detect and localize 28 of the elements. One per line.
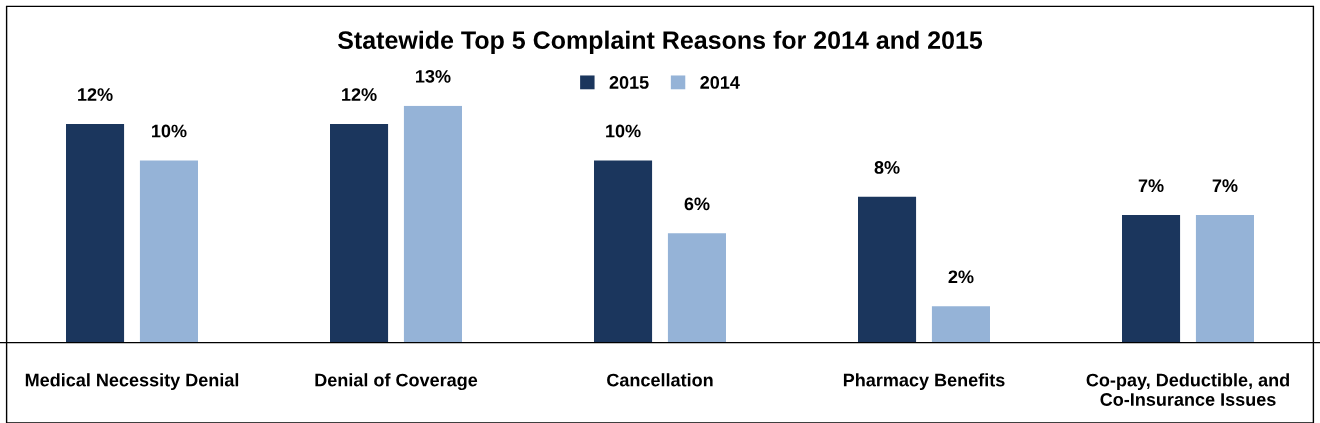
data-label: 12%	[342, 88, 377, 101]
bar	[1122, 215, 1181, 343]
legend-label: 2015	[609, 76, 649, 89]
data-label: 6%	[684, 197, 710, 211]
bar	[139, 160, 198, 343]
bar	[594, 160, 653, 343]
bar	[66, 123, 125, 343]
data-label: 2%	[948, 270, 974, 284]
data-label: 10%	[606, 124, 641, 138]
x-tick-label: Cancellation	[607, 373, 713, 387]
x-tick-label: Medical Necessity Denial	[25, 373, 239, 391]
data-label: 8%	[874, 161, 900, 174]
data-label: 13%	[416, 69, 451, 83]
bar	[403, 105, 462, 343]
bar	[667, 233, 726, 343]
data-label: 12%	[78, 88, 113, 101]
x-tick-label: Co-pay, Deductible, and Co-Insurance Issues	[1086, 373, 1289, 406]
bar	[330, 123, 389, 343]
chart-title: Statewide Top 5 Complaint Reasons for 2014 and 2015	[337, 30, 983, 54]
bar	[858, 196, 917, 343]
legend-label: 2014	[700, 76, 740, 89]
data-label: 7%	[1138, 179, 1164, 193]
data-label: 10%	[152, 124, 187, 138]
x-tick-label: Denial of Coverage	[315, 373, 478, 391]
bar	[931, 306, 990, 343]
x-tick-label: Pharmacy Benefits	[843, 373, 1005, 391]
data-label: 7%	[1212, 179, 1238, 193]
bar	[1195, 215, 1254, 343]
